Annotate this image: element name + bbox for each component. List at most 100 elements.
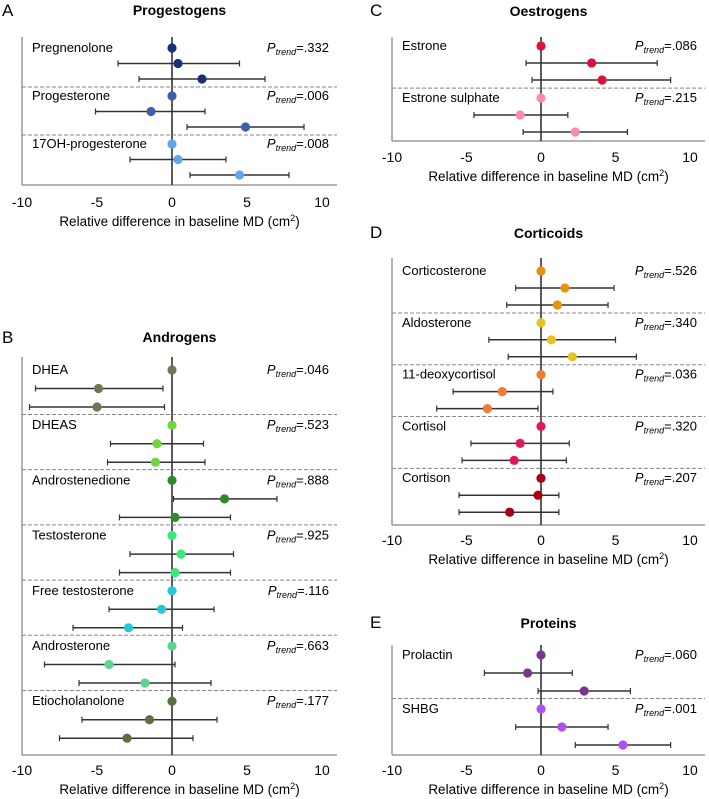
estimate-point: [570, 127, 580, 137]
panel-title: Corticoids: [514, 225, 583, 241]
ptrend-p: P: [267, 638, 276, 653]
ptrend-value: .001: [672, 701, 697, 716]
ptrend-label: Ptrend=.663: [267, 638, 329, 655]
panel-title: Progestogens: [133, 2, 227, 18]
reference-point: [536, 93, 546, 103]
x-axis-label-sup: 2: [290, 781, 295, 791]
group-label: DHEAS: [32, 417, 77, 432]
x-axis-label: Relative difference in baseline MD (cm2): [428, 168, 668, 184]
x-tick-label: 10: [314, 194, 330, 210]
ptrend-p: P: [635, 418, 644, 433]
ptrend-p: P: [267, 362, 276, 377]
group-label: Aldosterone: [402, 315, 471, 330]
reference-point: [167, 365, 177, 375]
group-aldosterone: Aldosterone Ptrend=.340: [392, 312, 705, 362]
estimate-point: [170, 512, 180, 523]
ptrend-label: Ptrend=.888: [267, 472, 329, 489]
reference-point: [536, 41, 546, 51]
x-axis-label: Relative difference in baseline MD (cm2): [428, 781, 668, 797]
ptrend-eq: =: [664, 647, 672, 662]
panel-letter: B: [2, 328, 13, 347]
group-label: Cortison: [402, 470, 450, 485]
group-label: Cortisol: [402, 418, 446, 433]
x-tick-label: -10: [382, 149, 402, 165]
x-tick-label: 10: [682, 762, 698, 778]
ptrend-label: Ptrend=.001: [635, 701, 697, 718]
estimate-point: [197, 74, 207, 84]
ptrend-value: .006: [304, 88, 329, 103]
ptrend-eq: =: [296, 528, 304, 543]
ptrend-p: P: [267, 88, 276, 103]
estimate-point: [92, 402, 102, 412]
x-axis-label: Relative difference in baseline MD (cm2): [59, 781, 299, 797]
panel-title: Oestrogens: [510, 3, 588, 19]
estimate-point: [219, 494, 230, 504]
ptrend-label: Ptrend=.006: [267, 88, 329, 105]
ptrend-value: .523: [304, 417, 329, 432]
reference-point: [167, 475, 177, 485]
estimate-point: [104, 659, 114, 670]
group-pregnenolone: Pregnenolone Ptrend=.332: [32, 40, 329, 84]
x-tick-label: 0: [537, 762, 545, 778]
ptrend-label: Ptrend=.523: [267, 417, 329, 434]
ptrend-sub: trend: [644, 654, 666, 664]
ptrend-value: .526: [672, 263, 697, 278]
x-axis-label-sup: 2: [659, 168, 664, 178]
x-axis-label-end: ): [295, 782, 300, 797]
ptrend-p: P: [267, 693, 276, 708]
estimate-point: [176, 549, 186, 559]
ptrend-eq: =: [664, 90, 672, 105]
ptrend-sub: trend: [276, 700, 298, 710]
reference-point: [536, 473, 546, 483]
x-tick-label: 5: [243, 194, 251, 210]
x-tick-label: -5: [460, 532, 473, 548]
estimate-point: [618, 740, 628, 750]
group-cortisol: Cortisol Ptrend=.320: [392, 416, 705, 465]
group-label: DHEA: [32, 362, 68, 377]
ptrend-sub: trend: [644, 270, 666, 280]
group-estrone-sulphate: Estrone sulphate Ptrend=.215: [392, 87, 705, 137]
ptrend-eq: =: [296, 362, 304, 377]
reference-point: [536, 421, 546, 431]
panel-title: Androgens: [143, 329, 217, 345]
x-axis-label-text: Relative difference in baseline MD (cm: [59, 214, 290, 229]
estimate-point: [597, 75, 607, 85]
ptrend-label: Ptrend=.177: [267, 693, 329, 710]
panel-title: Proteins: [520, 615, 576, 631]
estimate-point: [587, 58, 597, 68]
x-tick-label: -5: [460, 762, 473, 778]
ptrend-value: .340: [672, 315, 697, 330]
estimate-point: [546, 335, 557, 345]
ptrend-sub: trend: [276, 369, 298, 379]
ptrend-eq: =: [296, 472, 304, 487]
group-shbg: SHBG Ptrend=.001: [392, 698, 705, 750]
ptrend-p: P: [635, 38, 644, 53]
x-axis-label-sup: 2: [659, 551, 664, 561]
x-tick-label: -5: [460, 149, 473, 165]
panel-a: A Progestogens -10 -5 0 5 10 Relative differenc…: [2, 1, 337, 229]
ptrend-eq: =: [296, 693, 304, 708]
x-tick-label: 5: [612, 762, 620, 778]
reference-point: [167, 91, 177, 101]
group-dheas: DHEAS Ptrend=.523: [22, 413, 337, 467]
ptrend-eq: =: [664, 418, 672, 433]
group-free-testosterone: Free testosterone Ptrend=.116: [22, 579, 337, 633]
estimate-point: [579, 686, 589, 696]
ptrend-sub: trend: [276, 47, 298, 57]
estimate-point: [567, 352, 577, 362]
x-axis-label-sup: 2: [659, 781, 664, 791]
estimate-point: [240, 122, 251, 132]
ptrend-p: P: [268, 583, 277, 598]
x-tick-label: 5: [612, 149, 620, 165]
ptrend-eq: =: [296, 417, 304, 432]
group-prolactin: Prolactin Ptrend=.060: [402, 647, 697, 696]
group-label: Free testosterone: [32, 583, 134, 598]
group-testosterone: Testosterone Ptrend=.925: [22, 524, 337, 578]
panel-d: D Corticoids -10 -5 0 5 10 Relative difference …: [370, 223, 705, 567]
group-androsterone: Androsterone Ptrend=.663: [22, 634, 337, 688]
group-progesterone: Progesterone Ptrend=.006: [22, 86, 337, 132]
ptrend-eq: =: [296, 136, 304, 151]
ptrend-label: Ptrend=.526: [635, 263, 697, 280]
reference-point: [536, 266, 546, 276]
